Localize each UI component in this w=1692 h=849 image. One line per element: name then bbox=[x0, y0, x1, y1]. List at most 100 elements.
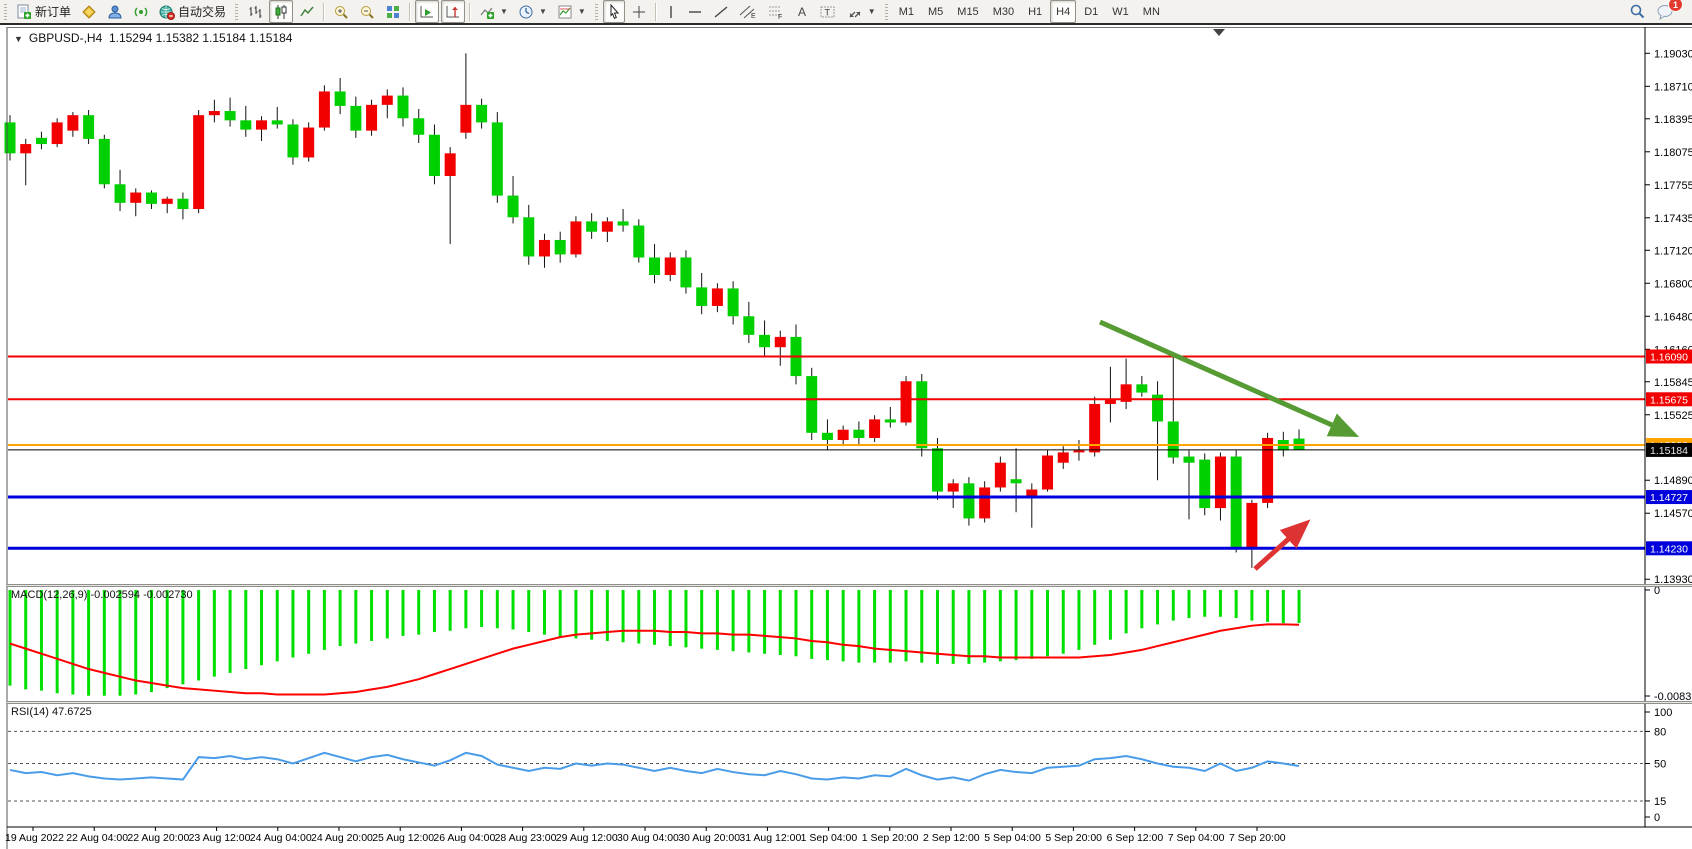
time-label: 24 Aug 20:00 bbox=[311, 832, 373, 844]
candle-body bbox=[334, 91, 346, 106]
terminal-button[interactable] bbox=[103, 0, 127, 23]
toolbar-grip bbox=[4, 3, 7, 20]
periods-button[interactable]: ▼ bbox=[514, 0, 551, 23]
candlestick-chart-button[interactable] bbox=[269, 0, 294, 23]
candle-body bbox=[900, 381, 912, 423]
market-watch-button[interactable] bbox=[77, 0, 101, 23]
macd-axis-label: -0.008317 bbox=[1654, 691, 1692, 703]
chart-ohlc-values: 1.15294 1.15382 1.15184 1.15184 bbox=[108, 31, 293, 45]
autotrade-button[interactable]: 自动交易 bbox=[155, 0, 230, 23]
tile-windows-button[interactable] bbox=[381, 0, 405, 23]
rsi-line bbox=[9, 751, 1300, 782]
chevron-down-icon: ▼ bbox=[500, 7, 508, 16]
timeframe-h1-button[interactable]: H1 bbox=[1028, 5, 1043, 18]
candle-body bbox=[491, 122, 503, 196]
candle-body bbox=[444, 153, 456, 177]
channel-button[interactable]: E bbox=[735, 0, 761, 23]
timeframe-h4-button[interactable]: H4 bbox=[1050, 0, 1077, 23]
chart-title: ▼ GBPUSD-,H4 1.15294 1.15382 1.15184 1.15… bbox=[14, 31, 292, 45]
candle-body bbox=[208, 111, 220, 116]
timeframe-m15-button[interactable]: M15 bbox=[957, 5, 979, 18]
horizontal-line-button[interactable] bbox=[683, 0, 707, 23]
candle-body bbox=[67, 115, 79, 131]
bar-chart-button[interactable] bbox=[243, 0, 267, 23]
candle-body bbox=[664, 257, 676, 276]
crosshair-button[interactable] bbox=[627, 0, 651, 23]
autoscroll-button[interactable] bbox=[415, 0, 440, 23]
candle-body bbox=[570, 221, 582, 255]
candle-body bbox=[1199, 459, 1211, 509]
new-order-button[interactable]: 新订单 bbox=[12, 0, 75, 23]
text-label-icon: T bbox=[820, 6, 835, 17]
zoom-out-button[interactable] bbox=[355, 0, 379, 23]
horizontal-line-icon bbox=[688, 10, 701, 13]
chart-expand-icon[interactable]: ▼ bbox=[14, 34, 23, 44]
signals-button[interactable] bbox=[129, 0, 153, 23]
candle-body bbox=[145, 192, 157, 204]
trend-arrow[interactable] bbox=[1098, 319, 1360, 438]
timeframe-m1-button[interactable]: M1 bbox=[898, 5, 914, 18]
trend-arrow[interactable] bbox=[1253, 519, 1311, 571]
timeframe-mn-button[interactable]: MN bbox=[1142, 5, 1160, 18]
search-button[interactable] bbox=[1625, 0, 1650, 23]
candle-body bbox=[193, 115, 205, 210]
price-tick-label: 1.17435 bbox=[1654, 213, 1692, 225]
panel-splitter-rsi[interactable] bbox=[7, 701, 1692, 704]
rsi-axis-label: 80 bbox=[1654, 726, 1666, 738]
chart-shift-button[interactable] bbox=[441, 0, 466, 23]
candle-body bbox=[1104, 399, 1116, 404]
chart-shift-marker-icon[interactable] bbox=[1213, 29, 1225, 36]
candle-body bbox=[1089, 403, 1101, 453]
candle-body bbox=[853, 429, 865, 438]
line-chart-button[interactable] bbox=[295, 0, 319, 23]
cursor-button[interactable] bbox=[602, 0, 625, 23]
candle-body bbox=[161, 198, 173, 204]
svg-text:T: T bbox=[824, 7, 830, 17]
trendline-button[interactable] bbox=[709, 0, 733, 23]
timeframe-m5-button[interactable]: M5 bbox=[928, 5, 944, 18]
price-tick-label: 1.19030 bbox=[1654, 48, 1692, 60]
timeframe-m30-button[interactable]: M30 bbox=[992, 5, 1015, 18]
time-label: 30 Aug 20:00 bbox=[678, 832, 740, 844]
notification-badge: 1 bbox=[1668, 0, 1683, 12]
indicators-icon bbox=[480, 7, 495, 19]
templates-button[interactable]: ▼ bbox=[553, 0, 590, 23]
main-toolbar: 新订单 自动交易 ▼ ▼ ▼ E F A bbox=[0, 0, 1692, 25]
price-level-box-label: 1.15675 bbox=[1650, 394, 1688, 406]
timeframe-w1-button[interactable]: W1 bbox=[1112, 5, 1129, 18]
toolbar-grip bbox=[235, 3, 239, 20]
zoom-in-button[interactable] bbox=[329, 0, 353, 23]
chart-shift-icon bbox=[446, 5, 460, 17]
vertical-line-button[interactable] bbox=[661, 0, 681, 23]
time-label: 31 Aug 12:00 bbox=[739, 832, 801, 844]
indicators-button[interactable]: ▼ bbox=[475, 0, 512, 23]
price-level-box-label: 1.14727 bbox=[1650, 492, 1688, 504]
autotrade-label: 自动交易 bbox=[178, 5, 227, 19]
chart-symbol-period: GBPUSD-,H4 bbox=[28, 31, 103, 45]
candle-body bbox=[994, 462, 1006, 488]
time-label: 2 Sep 12:00 bbox=[923, 832, 980, 844]
price-level-box bbox=[1646, 442, 1692, 457]
candle-body bbox=[538, 239, 550, 257]
crosshair-icon bbox=[632, 5, 645, 18]
candle-body bbox=[601, 221, 613, 232]
macd-values: -0.002594 -0.002730 bbox=[90, 589, 193, 601]
timeframe-d1-button[interactable]: D1 bbox=[1084, 5, 1099, 18]
time-label: 1 Sep 20:00 bbox=[862, 832, 919, 844]
rsi-axis-label: 0 bbox=[1654, 812, 1660, 824]
panel-splitter-macd[interactable] bbox=[7, 584, 1692, 587]
text-label-button[interactable]: T bbox=[815, 0, 841, 23]
macd-axis-label: 0 bbox=[1654, 585, 1660, 597]
arrows-button[interactable]: ▼ bbox=[843, 0, 880, 23]
toolbar-separator bbox=[323, 2, 326, 21]
toolbar-grip bbox=[884, 3, 888, 20]
notifications-button[interactable]: 1 bbox=[1652, 0, 1683, 23]
candle-body bbox=[869, 419, 881, 438]
fibonacci-icon: F bbox=[768, 6, 782, 20]
search-icon bbox=[1630, 4, 1645, 19]
fibonacci-button[interactable]: F bbox=[763, 0, 789, 23]
text-button[interactable]: A bbox=[791, 0, 813, 23]
terminal-icon bbox=[108, 5, 122, 18]
time-label: 5 Sep 20:00 bbox=[1045, 832, 1102, 844]
